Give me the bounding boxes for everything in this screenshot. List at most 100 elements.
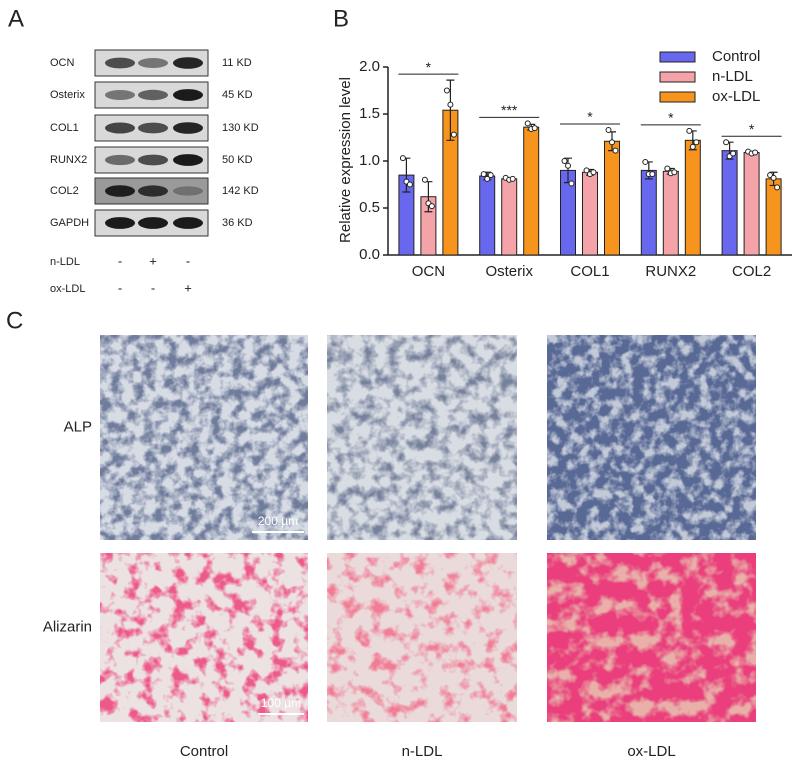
bar [582, 171, 598, 256]
data-point [770, 174, 777, 181]
row-label: Alizarin [43, 618, 92, 635]
protein-label: COL2 [50, 185, 79, 197]
data-point [568, 180, 575, 187]
data-point [612, 147, 619, 154]
legend-label: Control [712, 48, 760, 65]
y-tick-label: 1.5 [359, 105, 380, 122]
data-point [421, 176, 428, 183]
stain-texture [327, 553, 517, 722]
data-point [774, 184, 781, 191]
blot-band [173, 122, 203, 134]
treatment-mark: - [186, 253, 190, 268]
blot-band [173, 217, 203, 229]
blot-band [105, 57, 135, 69]
bar [684, 139, 701, 256]
data-point [443, 87, 450, 94]
protein-label: COL1 [50, 122, 79, 134]
x-tick-label: COL2 [732, 263, 771, 280]
protein-label: Osterix [50, 89, 85, 101]
data-point [689, 143, 696, 150]
data-point [649, 171, 656, 178]
bar [640, 169, 657, 256]
size-label: 142 KD [222, 185, 259, 197]
bar [721, 150, 738, 256]
scale-bar-label: 100 µm [261, 696, 301, 710]
treatment-mark: + [149, 253, 157, 268]
blot-band [105, 217, 135, 229]
y-axis-label: Relative expression level [337, 77, 354, 243]
legend-swatch [659, 51, 696, 63]
legend-label: n-LDL [712, 68, 753, 85]
x-tick-label: OCN [412, 263, 445, 280]
data-point [484, 175, 491, 182]
data-point [730, 150, 737, 157]
size-label: 45 KD [222, 89, 253, 101]
treatment-mark: - [151, 280, 155, 295]
protein-label: GAPDH [50, 217, 89, 229]
bar [479, 175, 496, 256]
bar [604, 140, 620, 256]
x-tick-label: COL1 [570, 263, 609, 280]
blot-band [105, 185, 135, 197]
significance-label: * [426, 59, 432, 75]
data-point [590, 169, 597, 176]
bar [501, 178, 518, 256]
bar [743, 152, 760, 256]
data-point [693, 139, 700, 146]
significance-label: * [749, 121, 755, 137]
treatment-label: n-LDL [50, 256, 80, 268]
data-point [723, 139, 730, 146]
x-tick-label: RUNX2 [645, 263, 696, 280]
data-point [399, 155, 406, 162]
blot-band [138, 154, 168, 166]
data-point [531, 125, 538, 132]
stain-texture [100, 553, 308, 722]
treatment-label: ox-LDL [50, 283, 85, 295]
data-point [686, 127, 693, 134]
data-point [752, 149, 759, 156]
significance-label: * [587, 109, 593, 125]
data-point [671, 169, 678, 176]
panel-label: C [6, 307, 23, 334]
data-point [524, 120, 531, 127]
y-tick-label: 0.5 [359, 199, 380, 216]
scale-bar-label: 200 µm [258, 514, 298, 528]
data-point [561, 158, 568, 164]
x-tick-label: Osterix [485, 263, 533, 280]
data-point [565, 162, 571, 169]
blot-band [173, 154, 203, 166]
blot-band [173, 57, 203, 69]
column-label: Control [180, 743, 228, 760]
panel-label: A [8, 5, 24, 32]
data-point [583, 167, 590, 174]
data-point [428, 203, 435, 210]
stain-texture [327, 335, 517, 540]
size-label: 11 KD [222, 57, 252, 69]
data-point [406, 181, 413, 188]
y-tick-label: 0.0 [359, 246, 380, 263]
error-bar [446, 79, 455, 141]
size-label: 50 KD [222, 154, 253, 166]
data-point [642, 158, 649, 165]
y-tick-label: 2.0 [359, 58, 380, 75]
blot-band [105, 122, 135, 134]
data-point [487, 172, 494, 179]
data-point [450, 131, 457, 138]
blot-band [138, 58, 168, 68]
legend-swatch [659, 71, 696, 83]
size-label: 130 KD [222, 122, 259, 134]
treatment-mark: - [118, 253, 122, 268]
bar [662, 170, 679, 256]
blot-band [105, 154, 135, 166]
significance-label: *** [501, 102, 518, 118]
protein-label: RUNX2 [50, 154, 87, 166]
legend-label: ox-LDL [712, 88, 760, 105]
blot-band [105, 90, 135, 100]
y-tick-label: 1.0 [359, 152, 380, 169]
size-label: 36 KD [222, 217, 253, 229]
column-label: ox-LDL [627, 743, 675, 760]
bar [523, 126, 540, 256]
stain-texture [547, 553, 756, 722]
blot-band [138, 89, 168, 101]
